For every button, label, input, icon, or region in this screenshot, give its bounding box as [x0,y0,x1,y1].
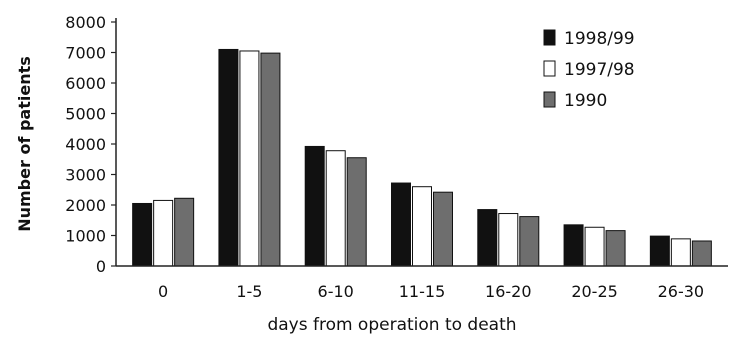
y-tick-label: 4000 [65,135,106,154]
bar-1997-98-11-15 [412,186,432,267]
legend-swatch [543,29,556,46]
legend-label: 1997/98 [564,60,635,80]
x-tick-label: 6-10 [318,282,354,301]
y-tick-label: 5000 [65,105,106,124]
bar-1990-0 [174,197,195,267]
x-tick-label: 20-25 [571,282,618,301]
bar-1998-99-20-25 [563,224,584,267]
bar-1998-99-26-30 [649,235,670,267]
y-tick-label: 0 [96,257,106,276]
bar-1990-20-25 [605,230,626,267]
bar-1990-16-20 [519,216,540,267]
bar-1997-98-20-25 [584,226,605,267]
x-axis-ticks: 0 1-5 6-10 11-15 16-20 20-25 26-30 [158,282,704,301]
bar-1997-98-0 [153,199,174,267]
bar-1997-98-6-10 [325,150,346,267]
bar-1998-99-16-20 [477,209,498,267]
bar-1998-99-11-15 [391,182,411,267]
legend-swatch [543,91,556,108]
legend-swatch [543,60,556,77]
legend-label: 1998/99 [564,29,635,49]
x-tick-label: 26-30 [658,282,705,301]
legend-label: 1990 [564,91,607,111]
bar-1990-6-10 [346,157,367,267]
bar-1997-98-1-5 [239,50,260,267]
y-tick-label: 2000 [65,196,106,215]
bar-1990-1-5 [260,52,281,267]
bar-1997-98-26-30 [670,238,691,267]
bar-1998-99-1-5 [218,48,239,267]
y-tick-label: 1000 [65,227,106,246]
x-tick-label: 16-20 [485,282,532,301]
y-tick-label: 8000 [65,13,106,32]
y-tick-label: 3000 [65,166,106,185]
bar-1998-99-6-10 [304,145,325,267]
legend: 1998/99 1997/98 1990 [543,29,635,111]
bar-1997-98-16-20 [498,213,519,267]
y-axis-title: Number of patients [15,56,34,232]
x-tick-label: 11-15 [399,282,446,301]
y-axis-ticks: 0 1000 2000 3000 4000 5000 6000 7000 8000 [65,13,116,276]
bar-1990-11-15 [433,191,453,267]
bar-1998-99-0 [132,202,153,267]
bar-1990-26-30 [691,240,712,267]
y-tick-label: 6000 [65,74,106,93]
bars [132,48,712,267]
x-tick-label: 0 [158,282,168,301]
x-axis-title: days from operation to death [267,315,516,335]
x-tick-label: 1-5 [236,282,262,301]
y-tick-label: 7000 [65,44,106,63]
